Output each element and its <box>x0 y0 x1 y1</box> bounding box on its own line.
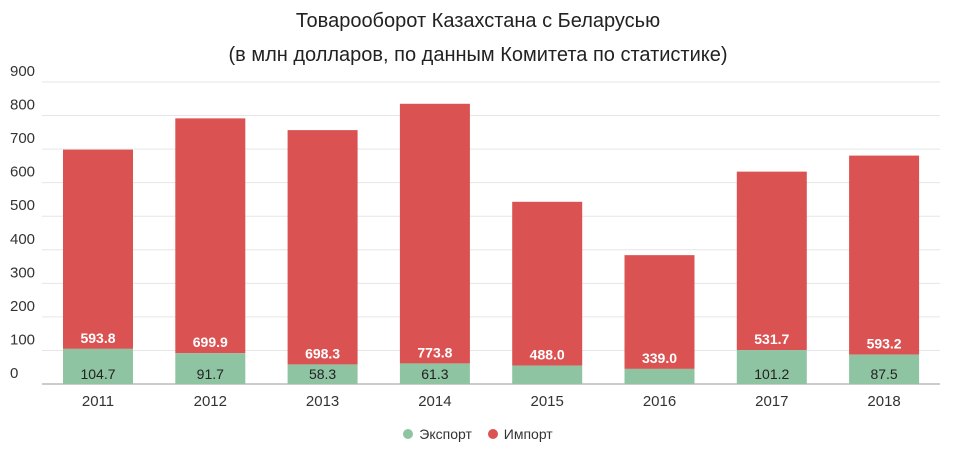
x-tick-label: 2013 <box>306 393 339 410</box>
legend-label-import: Импорт <box>503 426 553 442</box>
y-tick-label: 100 <box>10 331 35 348</box>
y-tick-label: 200 <box>10 298 35 315</box>
data-label-import: 699.9 <box>193 334 228 350</box>
x-tick-label: 2015 <box>531 393 564 410</box>
bar-export <box>736 350 807 384</box>
bar-import <box>849 155 920 355</box>
data-label-import: 593.2 <box>867 336 902 352</box>
data-label-export: 61.3 <box>421 366 448 382</box>
y-tick-label: 500 <box>10 197 35 214</box>
bar-export <box>624 368 695 384</box>
bar-import <box>399 103 470 364</box>
data-label-export: 91.7 <box>197 366 224 382</box>
chart-subtitle: (в млн долларов, по данным Комитета по с… <box>228 44 728 66</box>
y-tick-label: 700 <box>10 130 35 147</box>
legend-swatch-export <box>403 429 414 439</box>
y-tick-label: 0 <box>10 365 18 382</box>
bar-import <box>175 118 246 354</box>
y-tick-label: 900 <box>10 63 35 80</box>
x-tick-label: 2017 <box>755 393 788 410</box>
bar-export <box>287 364 358 384</box>
legend-item-import: Импорт <box>487 426 553 442</box>
bar-export <box>512 365 583 384</box>
data-label-import: 593.8 <box>80 330 115 346</box>
bar-export <box>63 348 133 384</box>
x-tick-label: 2014 <box>418 393 451 410</box>
legend-item-export: Экспорт <box>403 426 472 442</box>
data-label-import: 698.3 <box>305 345 340 361</box>
legend-swatch-import <box>487 429 498 439</box>
bar-import <box>512 201 583 366</box>
bar-import <box>624 255 695 369</box>
chart-legend: Экспорт Импорт <box>0 426 956 442</box>
data-label-import: 339.0 <box>642 350 677 366</box>
bar-export <box>399 363 470 384</box>
data-label-import: 773.8 <box>417 344 452 360</box>
bar-import <box>63 149 133 349</box>
y-tick-label: 300 <box>10 264 35 281</box>
bar-export <box>849 354 920 384</box>
y-tick-label: 400 <box>10 231 35 248</box>
x-tick-label: 2018 <box>867 393 900 410</box>
data-label-export: 104.7 <box>80 366 115 382</box>
data-label-import: 531.7 <box>754 331 789 347</box>
x-tick-label: 2016 <box>643 393 676 410</box>
x-tick-label: 2011 <box>82 393 114 410</box>
data-label-import: 488.0 <box>530 347 565 363</box>
bar-import <box>736 171 807 351</box>
bar-import <box>287 130 358 365</box>
x-tick-label: 2012 <box>194 393 227 410</box>
y-tick-label: 600 <box>10 164 35 181</box>
data-label-export: 58.3 <box>309 366 336 382</box>
chart-title-block: Товарооборот Казахстана с Беларусью (в м… <box>0 4 956 72</box>
data-label-export: 101.2 <box>754 366 789 382</box>
chart-title: Товарооборот Казахстана с Беларусью <box>295 10 661 32</box>
data-label-export: 87.5 <box>870 366 897 382</box>
y-tick-label: 800 <box>10 97 35 114</box>
legend-label-export: Экспорт <box>419 426 472 442</box>
bar-export <box>175 353 246 384</box>
